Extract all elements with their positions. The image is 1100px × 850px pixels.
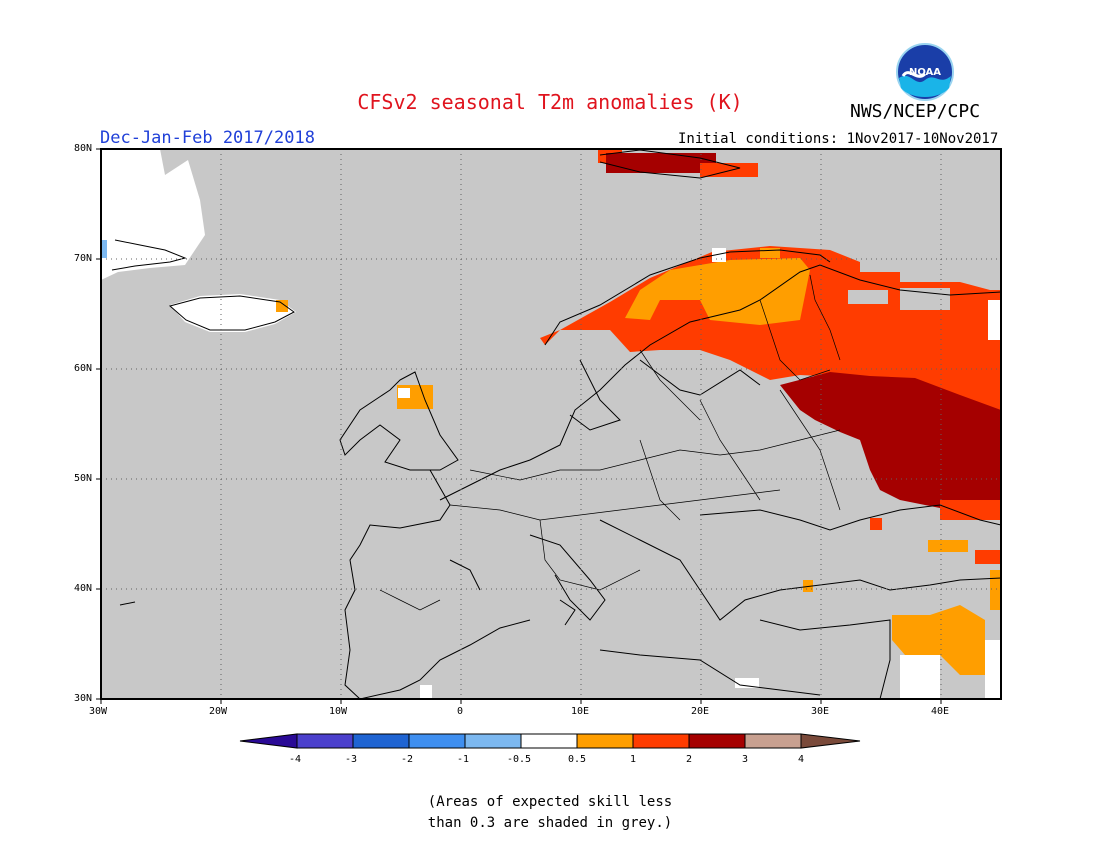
lat-label: 50N bbox=[74, 473, 93, 484]
svg-text:NOAA: NOAA bbox=[909, 67, 941, 78]
legend-label: -2 bbox=[401, 754, 414, 765]
legend-label: -0.5 bbox=[507, 754, 532, 765]
lon-label: 30W bbox=[89, 706, 108, 717]
greenland-white bbox=[101, 149, 205, 280]
lon-label: 40E bbox=[931, 706, 950, 717]
legend-swatch bbox=[576, 733, 634, 749]
lon-label: 20E bbox=[691, 706, 710, 717]
lon-label: 30E bbox=[811, 706, 830, 717]
legend-label: 4 bbox=[798, 754, 805, 765]
lon-label: 0 bbox=[457, 706, 464, 717]
legend-label: 3 bbox=[742, 754, 749, 765]
coastlines bbox=[111, 149, 1001, 699]
noaa-logo: NOAA bbox=[896, 43, 954, 101]
scandinavia-russia-anomaly bbox=[540, 246, 1001, 420]
legend-label: 1 bbox=[630, 754, 637, 765]
lon-label: 10W bbox=[329, 706, 348, 717]
lon-label: 20W bbox=[209, 706, 228, 717]
legend-swatch bbox=[744, 733, 802, 749]
agency-label: NWS/NCEP/CPC bbox=[850, 101, 981, 122]
country-borders bbox=[379, 274, 841, 611]
svalbard-anomaly bbox=[598, 149, 758, 177]
color-legend bbox=[239, 733, 861, 749]
iceland-white bbox=[170, 294, 296, 332]
lat-label: 40N bbox=[74, 583, 93, 594]
legend-swatch bbox=[520, 733, 578, 749]
lat-label: 80N bbox=[74, 143, 93, 154]
legend-label: -3 bbox=[345, 754, 358, 765]
legend-swatch bbox=[352, 733, 410, 749]
middle-east-anomaly bbox=[420, 540, 1001, 699]
season-label: Dec-Jan-Feb 2017/2018 bbox=[100, 128, 315, 148]
lat-label: 60N bbox=[74, 363, 93, 374]
graticule bbox=[101, 149, 1001, 699]
initial-conditions-label: Initial conditions: 1Nov2017-10Nov2017 bbox=[678, 131, 999, 147]
legend-swatch bbox=[464, 733, 522, 749]
map-panel bbox=[96, 148, 1002, 704]
legend-swatch bbox=[688, 733, 746, 749]
lat-label: 70N bbox=[74, 253, 93, 264]
legend-arrow-right bbox=[800, 733, 861, 749]
lon-label: 10E bbox=[571, 706, 590, 717]
legend-label: 2 bbox=[686, 754, 693, 765]
western-russia-strong-anomaly bbox=[780, 372, 1001, 530]
legend-label: 0.5 bbox=[568, 754, 587, 765]
lat-label: 30N bbox=[74, 693, 93, 704]
legend-swatch bbox=[296, 733, 354, 749]
chart-title: CFSv2 seasonal T2m anomalies (K) bbox=[357, 90, 743, 114]
legend-label: -1 bbox=[457, 754, 470, 765]
legend-label: -4 bbox=[289, 754, 302, 765]
legend-swatch bbox=[632, 733, 690, 749]
legend-swatch bbox=[408, 733, 466, 749]
map-frame bbox=[100, 148, 1002, 700]
legend-arrow-left bbox=[239, 733, 298, 749]
skill-note: (Areas of expected skill less than 0.3 a… bbox=[427, 794, 673, 831]
